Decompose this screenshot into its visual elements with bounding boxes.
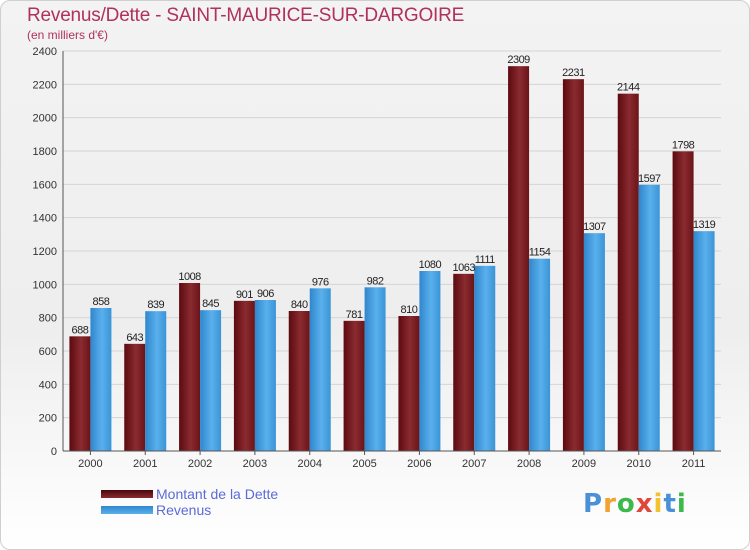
bar-dette [288, 311, 310, 451]
legend-swatch-revenus [101, 506, 153, 514]
logo-letter: i [676, 489, 687, 519]
value-label-dette: 781 [346, 309, 363, 321]
chart-subtitle: (en milliers d'€) [27, 28, 108, 42]
x-tick-label: 2003 [243, 458, 267, 470]
value-label-dette: 2309 [507, 54, 530, 66]
x-tick-label: 2001 [133, 458, 157, 470]
proxiti-logo: Proxiti [583, 489, 687, 519]
value-label-revenus: 982 [367, 275, 384, 287]
bar-revenus [529, 258, 551, 451]
logo-letter: i [653, 489, 664, 519]
y-tick-label: 1400 [33, 213, 57, 225]
value-label-revenus: 858 [92, 296, 109, 308]
bar-dette [124, 343, 146, 451]
y-tick-label: 1800 [33, 146, 57, 158]
value-label-dette: 688 [71, 324, 88, 336]
bar-revenus [309, 288, 331, 451]
bar-dette [179, 283, 201, 451]
y-tick-label: 200 [39, 413, 57, 425]
bar-dette [617, 93, 639, 452]
x-tick-label: 2008 [517, 458, 541, 470]
x-tick-label: 2005 [352, 458, 376, 470]
y-tick-label: 2000 [33, 113, 57, 125]
bar-dette [508, 66, 530, 452]
logo-letter: t [663, 489, 677, 519]
bar-revenus [583, 233, 605, 451]
value-label-revenus: 845 [202, 298, 219, 310]
y-tick-label: 800 [39, 313, 57, 325]
value-label-dette: 840 [291, 299, 308, 311]
logo-letter: x [635, 489, 654, 519]
bar-dette [453, 273, 475, 451]
value-label-dette: 1798 [672, 139, 695, 151]
value-label-revenus: 1154 [529, 247, 551, 259]
x-tick-label: 2002 [188, 458, 212, 470]
y-tick-label: 1000 [33, 279, 57, 291]
y-tick-label: 600 [39, 346, 57, 358]
bar-dette [343, 320, 365, 451]
value-label-dette: 2144 [617, 82, 640, 94]
axes: 0 200 400 600 800 1000 1200 1400 1600 1800 2000 220… [33, 46, 721, 470]
value-label-dette: 1008 [178, 271, 201, 283]
bar-dette [233, 300, 255, 451]
x-tick-label: 2006 [407, 458, 431, 470]
y-tick-label: 1600 [33, 179, 57, 191]
y-tick-label: 2200 [33, 79, 57, 91]
bar-revenus [145, 311, 167, 451]
x-tick-label: 2011 [682, 458, 706, 470]
bar-revenus [474, 265, 496, 451]
legend-label-dette: Montant de la Dette [156, 486, 279, 502]
chart-title: Revenus/Dette - SAINT-MAURICE-SUR-DARGOI… [27, 5, 465, 26]
bar-revenus [254, 300, 276, 451]
grid-lines [63, 50, 721, 452]
bar-revenus [693, 231, 715, 451]
bar-revenus [200, 310, 222, 451]
bar-revenus [419, 271, 441, 451]
value-label-revenus: 1597 [638, 173, 661, 185]
value-label-revenus: 906 [257, 288, 274, 300]
bar-revenus [90, 308, 112, 451]
y-tick-label: 2400 [33, 46, 57, 58]
bar-revenus [364, 287, 386, 451]
value-label-dette: 901 [236, 289, 253, 301]
legend-swatch-dette [101, 490, 153, 498]
value-label-revenus: 976 [312, 276, 329, 288]
bar-revenus [638, 184, 660, 452]
value-label-revenus: 839 [147, 299, 164, 311]
x-tick-label: 2000 [78, 458, 102, 470]
bar-dette [69, 336, 91, 451]
value-label-dette: 2231 [562, 67, 585, 79]
logo-letter: P [583, 489, 604, 519]
value-label-dette: 810 [400, 304, 417, 316]
bar-dette [562, 79, 584, 452]
x-tick-label: 2004 [298, 458, 322, 470]
value-label-revenus: 1307 [583, 221, 606, 233]
value-label-revenus: 1319 [693, 219, 716, 231]
x-tick-label: 2007 [462, 458, 486, 470]
y-tick-label: 1200 [33, 246, 57, 258]
value-label-dette: 643 [126, 332, 143, 344]
logo-letter: r [603, 489, 617, 519]
value-label-revenus: 1080 [419, 259, 442, 271]
x-tick-label: 2009 [572, 458, 596, 470]
value-labels: 688 858 643 839 1008 845 901 906 840 976 781 982 810… [71, 54, 716, 344]
legend-label-revenus: Revenus [156, 502, 212, 518]
bar-dette [398, 316, 420, 451]
bars [69, 66, 715, 452]
x-tick-label: 2010 [627, 458, 651, 470]
value-label-dette: 1063 [453, 262, 476, 274]
y-tick-label: 0 [51, 446, 57, 458]
logo-letter: o [616, 489, 636, 519]
bar-dette [672, 151, 694, 452]
value-label-revenus: 1111 [475, 254, 495, 266]
y-tick-label: 400 [39, 379, 57, 391]
